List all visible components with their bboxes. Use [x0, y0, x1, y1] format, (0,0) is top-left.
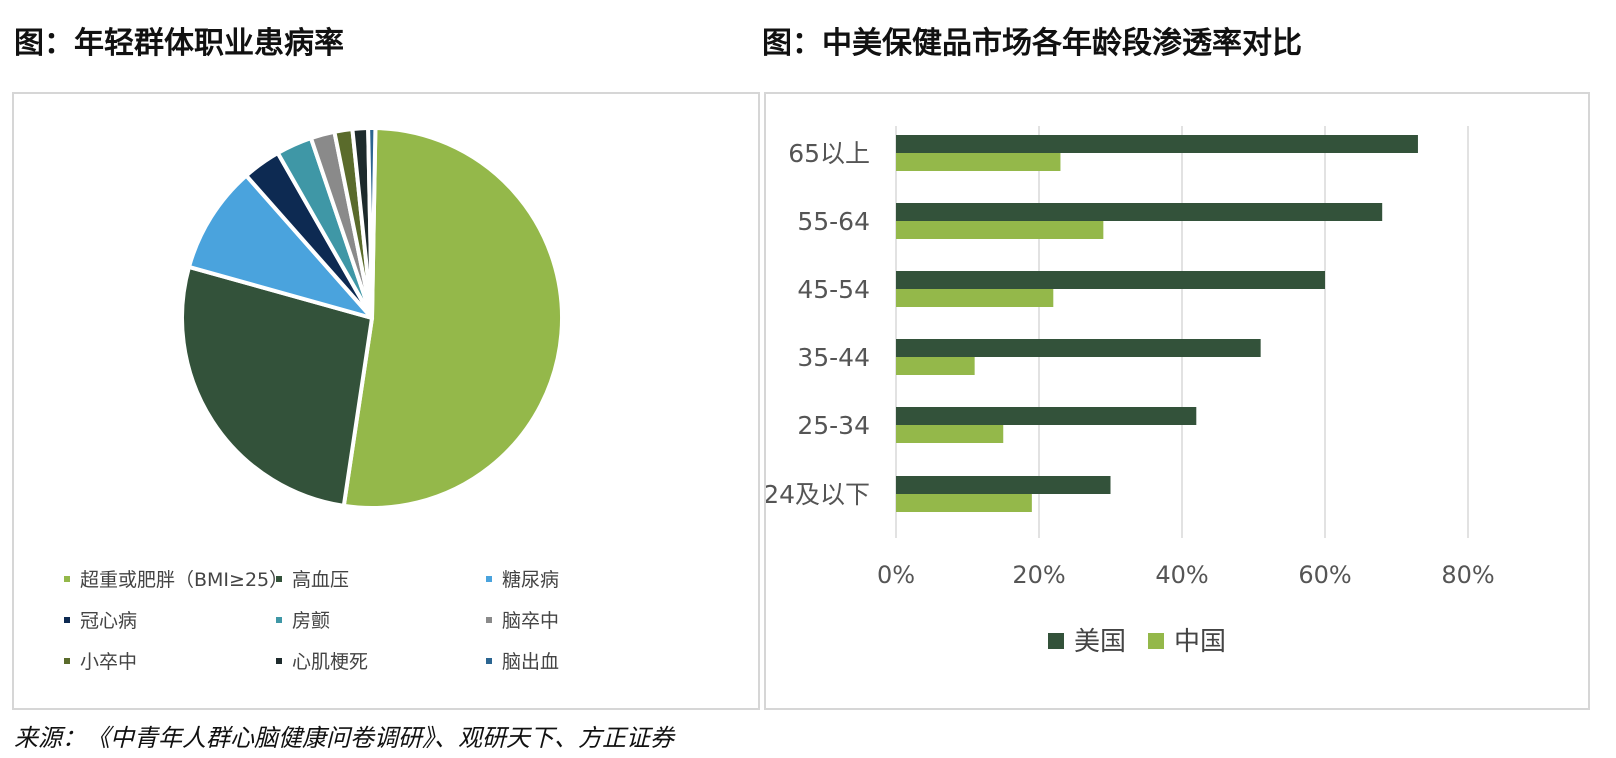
pie-legend-label-2: 糖尿病 — [502, 569, 560, 591]
pie-legend-swatch-6 — [64, 657, 70, 664]
bar-1-3 — [896, 357, 975, 375]
source-note: 来源：《中青年人群心脑健康问卷调研》、观研天下、方正证券 — [14, 724, 674, 752]
pie-slice-0 — [341, 126, 565, 510]
bar-legend-label-1: 中国 — [1174, 627, 1227, 657]
pie-legend-item-2: 糖尿病 — [486, 565, 559, 592]
pie-slice-1 — [180, 264, 374, 508]
pie-legend-item-5: 脑卒中 — [486, 606, 559, 633]
pie-chart-panel: 超重或肥胖（BMI≥25） 高血压 糖尿病冠心病 房颤 脑卒中小卒中 心肌梗死 脑出血 — [12, 92, 760, 710]
bar-0-5 — [896, 476, 1111, 494]
bar-legend-item-0: 美国 — [1048, 621, 1126, 658]
pie-legend-swatch-4 — [276, 616, 282, 623]
y-category-label-2: 45-54 — [797, 275, 870, 304]
y-category-label-1: 55-64 — [797, 207, 870, 236]
pie-legend-swatch-1 — [276, 575, 282, 582]
pie-legend-item-6: 小卒中 — [64, 647, 137, 674]
y-category-label-0: 65以上 — [788, 139, 870, 168]
pie-legend-label-3: 冠心病 — [80, 610, 138, 632]
pie-legend-swatch-3 — [64, 616, 70, 623]
pie-legend-label-4: 房颤 — [292, 610, 331, 632]
bar-0-4 — [896, 407, 1197, 425]
pie-legend-swatch-0 — [64, 575, 70, 582]
x-tick-label-2: 40% — [1155, 561, 1208, 589]
pie-legend-label-5: 脑卒中 — [502, 610, 560, 632]
pie-chart — [180, 126, 565, 510]
bar-0-2 — [896, 271, 1325, 289]
bar-1-4 — [896, 425, 1004, 443]
pie-legend-label-7: 心肌梗死 — [292, 651, 369, 673]
bar-0-3 — [896, 339, 1261, 357]
x-tick-label-4: 80% — [1441, 561, 1494, 589]
bar-legend-swatch-1 — [1148, 632, 1164, 649]
pie-legend-item-0: 超重或肥胖（BMI≥25） — [64, 565, 288, 592]
pie-legend-swatch-2 — [486, 575, 492, 582]
bar-0-1 — [896, 203, 1383, 221]
pie-legend-swatch-5 — [486, 616, 492, 623]
pie-legend-label-0: 超重或肥胖（BMI≥25） — [80, 569, 289, 591]
y-category-label-5: 24及以下 — [766, 480, 870, 509]
pie-legend-swatch-7 — [276, 657, 282, 664]
bar-1-5 — [896, 494, 1032, 512]
pie-legend-item-7: 心肌梗死 — [276, 647, 368, 674]
bar-chart-title: 图：中美保健品市场各年龄段渗透率对比 — [762, 26, 1302, 61]
pie-legend-label-1: 高血压 — [292, 569, 350, 591]
pie-legend-label-8: 脑出血 — [502, 651, 560, 673]
x-tick-label-3: 60% — [1298, 561, 1351, 589]
bar-legend-label-0: 美国 — [1074, 627, 1127, 657]
bar-0-0 — [896, 135, 1418, 153]
bar-legend-item-1: 中国 — [1148, 621, 1226, 658]
pie-legend-item-3: 冠心病 — [64, 606, 137, 633]
bar-1-2 — [896, 289, 1054, 307]
pie-legend-label-6: 小卒中 — [80, 651, 138, 673]
pie-chart-title: 图：年轻群体职业患病率 — [14, 26, 344, 61]
pie-slice-2 — [186, 173, 374, 320]
y-category-label-3: 35-44 — [797, 343, 870, 372]
pie-legend-swatch-8 — [486, 657, 492, 664]
x-tick-label-1: 20% — [1012, 561, 1065, 589]
pie-legend-item-4: 房颤 — [276, 606, 330, 633]
x-tick-label-0: 0% — [877, 561, 915, 589]
y-category-label-4: 25-34 — [797, 411, 870, 440]
bar-legend-swatch-0 — [1048, 632, 1064, 649]
bar-chart: 0% 20% 40% 60% 80% 65以上 55-64 45-54 35-44 25-34 24… — [766, 126, 1495, 589]
bar-1-1 — [896, 221, 1104, 239]
pie-slice-8 — [366, 126, 378, 320]
pie-legend-item-1: 高血压 — [276, 565, 349, 592]
bar-1-0 — [896, 153, 1061, 171]
pie-legend-item-8: 脑出血 — [486, 647, 559, 674]
bar-chart-panel: 0% 20% 40% 60% 80% 65以上 55-64 45-54 35-44 25-34 24… — [764, 92, 1590, 710]
